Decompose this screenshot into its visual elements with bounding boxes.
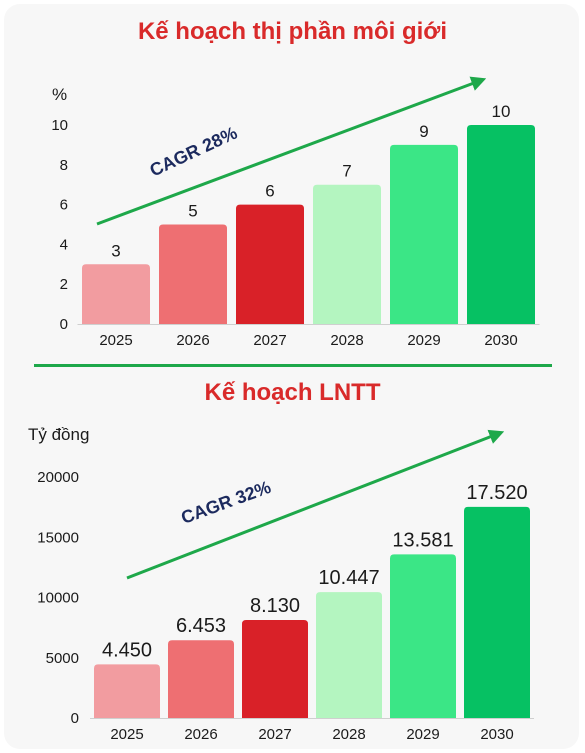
bar-2028 bbox=[316, 592, 382, 718]
y-tick-label: 20000 bbox=[37, 469, 79, 486]
y-tick-label: 5000 bbox=[46, 650, 79, 667]
data-label: 3 bbox=[111, 241, 120, 260]
y-tick-label: 15000 bbox=[37, 529, 79, 546]
data-label: 6.453 bbox=[176, 615, 226, 637]
x-tick-label: 2028 bbox=[330, 332, 363, 349]
chart-title-market-share: Kế hoạch thị phần môi giới bbox=[137, 18, 448, 45]
trend-arrow bbox=[126, 429, 505, 580]
y-tick-label: 0 bbox=[71, 710, 79, 727]
y-tick-label: 6 bbox=[60, 197, 68, 214]
y-tick-label: 2 bbox=[60, 276, 68, 293]
x-tick-label: 2030 bbox=[480, 726, 513, 743]
x-tick-label: 2025 bbox=[110, 726, 143, 743]
section-divider bbox=[34, 364, 552, 367]
bar-2027 bbox=[242, 620, 308, 718]
bar-2030 bbox=[464, 506, 530, 718]
x-tick-label: 2028 bbox=[332, 726, 365, 743]
bar-2029 bbox=[390, 554, 456, 718]
y-axis-label-percent: % bbox=[52, 85, 68, 104]
bar-2026 bbox=[168, 640, 234, 718]
x-tick-label: 2029 bbox=[407, 332, 440, 349]
bar-2027 bbox=[236, 204, 304, 324]
x-tick-label: 2026 bbox=[184, 726, 217, 743]
data-label: 6 bbox=[265, 182, 274, 201]
x-tick-label: 2029 bbox=[406, 726, 439, 743]
y-tick-label: 10000 bbox=[37, 590, 79, 607]
data-label: 5 bbox=[188, 202, 197, 221]
y-tick-label: 10 bbox=[51, 117, 68, 134]
x-tick-label: 2030 bbox=[484, 332, 517, 349]
y-tick-label: 4 bbox=[60, 236, 68, 253]
bar-2025 bbox=[82, 264, 150, 324]
bar-2026 bbox=[159, 224, 227, 324]
bar-2025 bbox=[94, 664, 160, 718]
data-label: 13.581 bbox=[392, 529, 453, 551]
bar-2029 bbox=[390, 144, 458, 324]
data-label: 8.130 bbox=[250, 595, 300, 617]
bar-2028 bbox=[313, 184, 381, 324]
y-axis-label-billion-vnd: Tỷ đồng bbox=[28, 425, 90, 444]
trend-arrow bbox=[96, 76, 487, 226]
y-tick-label: 8 bbox=[60, 157, 68, 174]
data-label: 10 bbox=[492, 102, 511, 121]
x-tick-label: 2026 bbox=[176, 332, 209, 349]
data-label: 17.520 bbox=[466, 482, 527, 504]
market-share-chart: 02468103202552026620277202892029102030CA… bbox=[51, 76, 540, 349]
data-label: 10.447 bbox=[318, 567, 379, 589]
data-label: 9 bbox=[419, 122, 428, 141]
data-label: 4.450 bbox=[102, 639, 152, 661]
x-tick-label: 2025 bbox=[99, 332, 132, 349]
cagr-annotation: CAGR 32% bbox=[178, 477, 273, 528]
y-tick-label: 0 bbox=[60, 316, 68, 333]
bar-2030 bbox=[467, 125, 535, 324]
x-tick-label: 2027 bbox=[258, 726, 291, 743]
x-tick-label: 2027 bbox=[253, 332, 286, 349]
data-label: 7 bbox=[342, 162, 351, 181]
chart-title-profit: Kế hoạch LNTT bbox=[204, 379, 381, 406]
